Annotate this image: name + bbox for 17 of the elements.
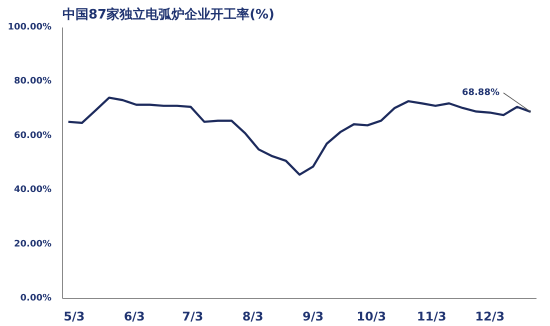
annotation: 68.88% (462, 88, 500, 98)
x-tick-label: 10/3 (356, 310, 386, 324)
x-tick-label: 5/3 (64, 310, 85, 324)
y-tick-label: 40.00% (14, 185, 52, 196)
y-tick-label: 20.00% (14, 239, 52, 250)
x-tick-label: 12/3 (475, 310, 505, 324)
x-tick-label: 11/3 (416, 310, 446, 324)
x-tick-label: 7/3 (182, 310, 204, 324)
y-tick-label: 80.00% (14, 76, 52, 87)
line-series (67, 96, 532, 176)
x-tick-label: 8/3 (242, 310, 264, 324)
y-tick-label: 100.00% (8, 22, 52, 32)
y-tick-label: 0.00% (20, 294, 52, 304)
y-tick-label: 60.00% (14, 130, 52, 141)
x-tick-label: 6/3 (124, 310, 145, 324)
x-tick-label: 9/3 (302, 310, 324, 324)
chart-title: 中国87家独立电弧炉企业开工率(%) (62, 6, 274, 22)
